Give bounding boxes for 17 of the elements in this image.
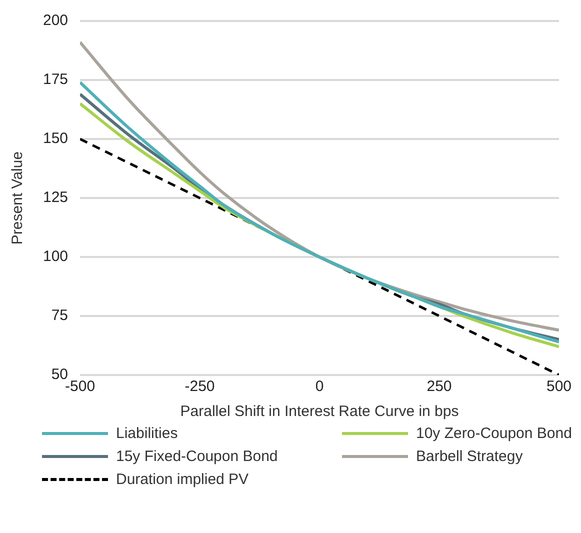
legend-label: 10y Zero-Coupon Bond <box>416 425 572 442</box>
y-tick-label: 200 <box>42 12 68 30</box>
legend-label: Duration implied PV <box>116 471 249 488</box>
y-tick-label: 100 <box>42 248 68 266</box>
x-tick-label: -250 <box>184 378 215 396</box>
y-tick-label: 150 <box>42 130 68 148</box>
legend-label: Liabilities <box>116 425 178 442</box>
legend-label: Barbell Strategy <box>416 448 523 465</box>
x-axis-title: Parallel Shift in Interest Rate Curve in bps <box>180 403 459 420</box>
x-tick-label: 250 <box>426 378 452 396</box>
legend-label: 15y Fixed-Coupon Bond <box>116 448 278 465</box>
y-axis-title: Present Value <box>9 151 26 245</box>
y-tick-label: 75 <box>51 307 68 324</box>
y-tick-label: 175 <box>42 71 68 88</box>
y-tick-label: 125 <box>42 189 68 206</box>
x-tick-label: 500 <box>546 378 572 396</box>
x-tick-label: 0 <box>315 378 324 396</box>
